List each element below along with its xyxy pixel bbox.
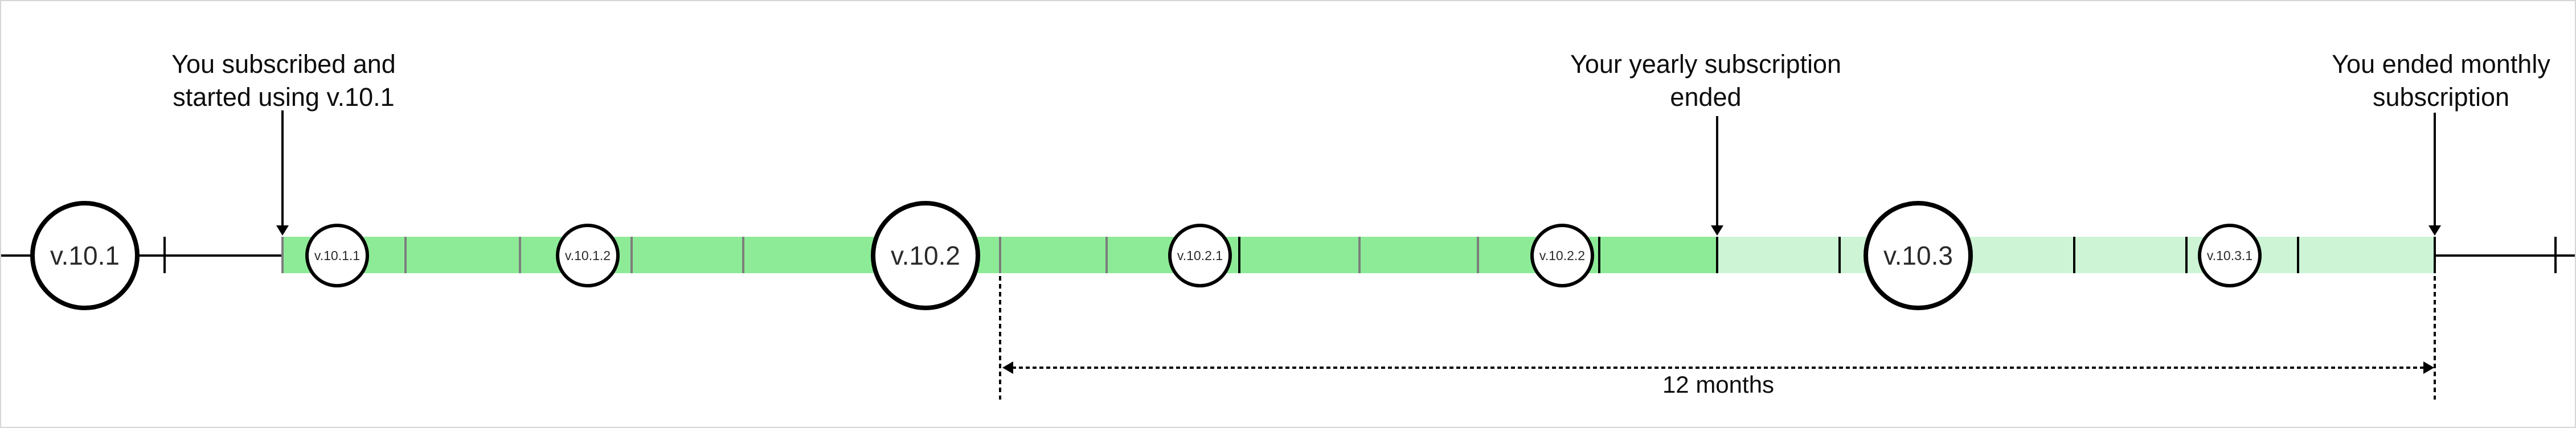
timeline-tick — [742, 237, 744, 273]
release-label: v.10.1 — [50, 241, 120, 270]
measurement-arrow-right-icon — [2423, 361, 2434, 374]
annotation-arrow-line — [1716, 116, 1718, 225]
timeline-tick — [999, 237, 1001, 273]
annotation-line: You subscribed and — [171, 50, 396, 79]
annotation-arrow-down-icon — [2428, 225, 2441, 236]
timeline-tick — [2434, 237, 2436, 273]
annotation-line: ended — [1670, 83, 1742, 112]
release-label: v.10.2.2 — [1539, 248, 1586, 263]
release-node-v-10-1-2: v.10.1.2 — [556, 224, 620, 287]
release-node-v-10-3: v.10.3 — [1864, 201, 1973, 310]
timeline-tick — [1358, 237, 1361, 273]
release-label: v.10.3.1 — [2206, 248, 2253, 263]
measurement-arrow-left-icon — [1002, 361, 1013, 374]
annotation-line: subscription — [2372, 83, 2510, 112]
timeline-tick — [1105, 237, 1108, 273]
timeline-tick — [2073, 237, 2075, 273]
release-label: v.10.1.1 — [314, 248, 361, 263]
timeline-tick — [281, 237, 284, 273]
release-node-v-10-2-1: v.10.2.1 — [1168, 224, 1232, 287]
annotation-line: You ended monthly — [2332, 50, 2550, 79]
timeline-tick — [2554, 237, 2557, 273]
measurement-dotted-line — [1012, 367, 2425, 369]
timeline-tick — [630, 237, 633, 273]
annotation-arrow-down-icon — [276, 225, 289, 236]
timeline-tick — [163, 237, 166, 273]
timeline-tick — [1716, 237, 1718, 273]
release-label: v.10.2.1 — [1177, 248, 1223, 263]
annotation-subscribed: You subscribed and started using v.10.1 — [101, 48, 466, 114]
band-post-yearly-access — [1717, 237, 2435, 273]
release-label: v.10.3 — [1883, 241, 1953, 270]
release-label: v.10.2 — [891, 241, 960, 270]
release-node-v-10-2: v.10.2 — [871, 201, 980, 310]
timeline-tick — [404, 237, 407, 273]
release-node-v-10-2-2: v.10.2.2 — [1530, 224, 1594, 287]
timeline-tick — [1838, 237, 1841, 273]
release-node-v-10-1-1: v.10.1.1 — [305, 224, 369, 287]
annotation-yearly-ended: Your yearly subscription ended — [1524, 48, 1888, 114]
timeline-tick — [1598, 237, 1600, 273]
timeline-tick — [2297, 237, 2299, 273]
timeline-tick — [519, 237, 521, 273]
timeline-tick — [2185, 237, 2188, 273]
timeline-tick — [1238, 237, 1240, 273]
annotation-line: Your yearly subscription — [1570, 50, 1842, 79]
annotation-monthly-ended: You ended monthly subscription — [2259, 48, 2575, 114]
timeline-tick — [1477, 237, 1479, 273]
annotation-line: started using v.10.1 — [173, 83, 395, 112]
release-node-v-10-1: v.10.1 — [30, 201, 140, 310]
annotation-arrow-line — [281, 110, 284, 225]
annotation-arrow-line — [2434, 113, 2436, 225]
measurement-label: 12 months — [1662, 371, 1775, 398]
annotation-arrow-down-icon — [1711, 225, 1723, 236]
release-node-v-10-3-1: v.10.3.1 — [2198, 224, 2262, 287]
release-label: v.10.1.2 — [564, 248, 611, 263]
measurement-extent-line-left — [999, 276, 1001, 400]
measurement-extent-line-right — [2434, 276, 2436, 400]
